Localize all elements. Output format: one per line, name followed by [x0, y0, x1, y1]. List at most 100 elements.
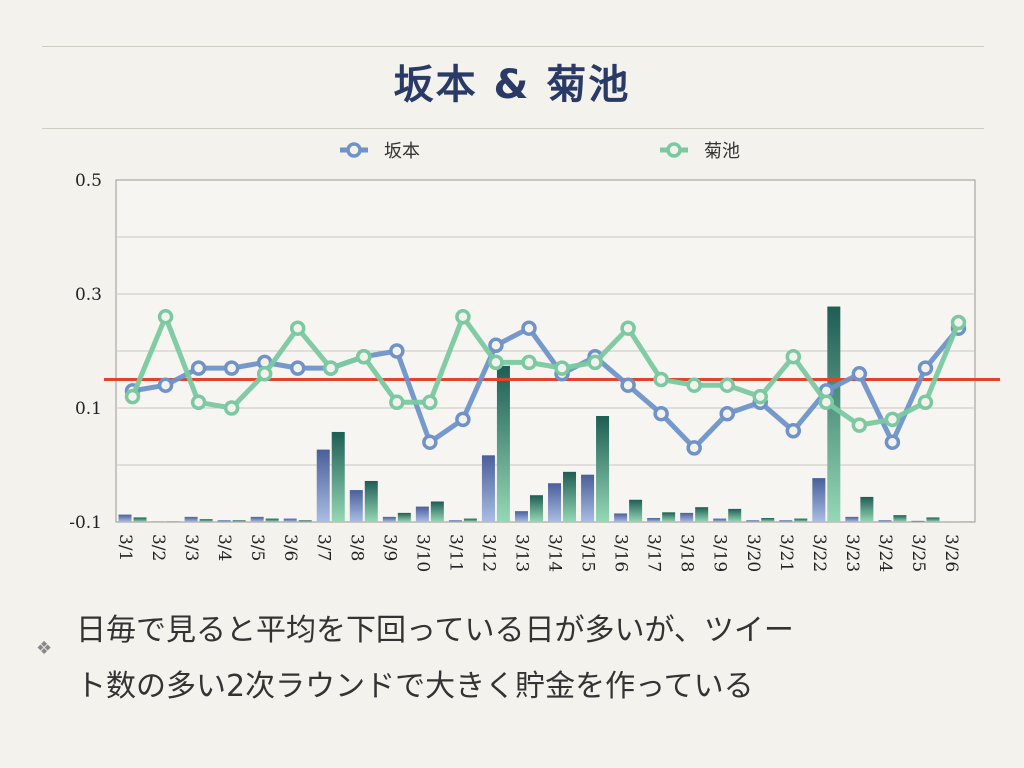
data-point: [818, 394, 835, 411]
bar: [232, 520, 246, 522]
data-point: [653, 405, 669, 422]
bar: [761, 518, 775, 522]
bar: [926, 517, 940, 522]
bar: [283, 518, 297, 522]
data-point: [389, 343, 405, 359]
data-point: [223, 360, 240, 376]
bar: [496, 365, 510, 522]
legend-label: 菊池: [704, 141, 740, 162]
data-point: [554, 360, 570, 376]
y-tick-label: 0.5: [75, 171, 102, 191]
line-marks: [124, 309, 967, 456]
bar: [812, 478, 826, 522]
bar: [199, 519, 213, 522]
bar: [893, 515, 907, 522]
legend-marker: [346, 142, 362, 158]
data-point: [124, 388, 141, 405]
data-point: [884, 411, 901, 428]
bar: [364, 480, 378, 522]
data-point: [686, 440, 702, 456]
x-tick-label: 3/24: [875, 534, 895, 572]
data-point: [884, 434, 901, 450]
bar: [217, 520, 231, 522]
legend: 坂本 菊池: [340, 141, 740, 162]
x-tick-label: 3/14: [545, 534, 565, 572]
data-point: [851, 366, 868, 382]
data-point: [488, 354, 504, 371]
bar: [695, 507, 709, 522]
bar: [959, 521, 973, 522]
x-tick-label: 3/18: [677, 534, 697, 572]
data-point: [256, 366, 273, 382]
x-tick-label: 3/16: [611, 534, 631, 572]
data-point: [289, 320, 306, 336]
data-point: [488, 337, 504, 354]
bar: [481, 455, 495, 522]
slide-title: 坂本 & 菊池: [393, 62, 631, 108]
x-tick-label: 3/17: [644, 534, 664, 572]
bar: [944, 521, 958, 522]
legend-marker: [666, 142, 682, 158]
data-point: [719, 377, 735, 393]
data-point: [190, 394, 207, 411]
data-point: [686, 377, 702, 393]
bar: [529, 495, 543, 522]
bar: [166, 521, 180, 522]
data-point: [620, 320, 636, 336]
bar: [382, 516, 396, 522]
data-point: [356, 348, 372, 365]
data-point: [422, 434, 438, 450]
data-point: [950, 314, 967, 331]
bar: [845, 516, 859, 522]
x-tick-label: 3/21: [776, 534, 796, 572]
y-tick-label: -0.1: [69, 513, 102, 533]
bar: [794, 518, 808, 522]
x-tick-label: 3/8: [346, 534, 366, 561]
data-point: [389, 394, 405, 411]
bar: [911, 520, 925, 522]
x-tick-label: 3/9: [379, 534, 399, 561]
x-tick-label: 3/5: [247, 534, 267, 561]
bar: [133, 517, 147, 522]
x-tick-label: 3/25: [908, 534, 928, 572]
data-point: [917, 394, 934, 411]
bullet-line-2: ト数の多い2次ラウンドで大きく貯金を作っている: [76, 669, 754, 704]
x-tick-label: 3/15: [578, 534, 598, 572]
bar: [713, 518, 727, 522]
data-point: [521, 320, 537, 336]
bar: [430, 501, 444, 522]
bar: [448, 520, 462, 522]
data-point: [455, 411, 471, 428]
x-tick-label: 3/12: [478, 534, 498, 572]
data-point: [620, 377, 636, 393]
data-point: [455, 309, 471, 325]
bar: [581, 474, 595, 522]
data-point: [719, 405, 735, 422]
bar: [680, 512, 694, 522]
bar: [878, 520, 892, 522]
bar: [397, 512, 411, 522]
data-point: [785, 348, 802, 365]
x-tick-label: 3/19: [710, 534, 730, 572]
series-line: [130, 314, 961, 428]
bar: [463, 518, 477, 522]
bar: [860, 496, 874, 522]
bar-marks: [118, 306, 973, 522]
y-tick-label: 0.1: [75, 399, 102, 419]
bar: [265, 518, 279, 522]
chart: 坂本 菊池 -0.1 0.1 0.3 0.5 3/1 3/2 3/3 3/4 3/5 3/6 3/7…: [69, 141, 1000, 572]
y-tick-label: 0.3: [75, 285, 102, 305]
bar: [298, 520, 312, 522]
bar: [316, 449, 330, 522]
bar: [746, 520, 760, 522]
data-point: [190, 360, 207, 376]
top-rule: [42, 46, 984, 47]
legend-label: 坂本: [384, 141, 420, 162]
bar: [548, 483, 562, 522]
bar: [728, 508, 742, 522]
bullet-line-1: 日毎で見ると平均を下回っている日が多いが、ツイー: [76, 613, 794, 648]
x-tick-label: 3/2: [148, 534, 168, 561]
data-point: [917, 360, 934, 376]
bar: [563, 471, 577, 522]
data-point: [851, 417, 868, 433]
